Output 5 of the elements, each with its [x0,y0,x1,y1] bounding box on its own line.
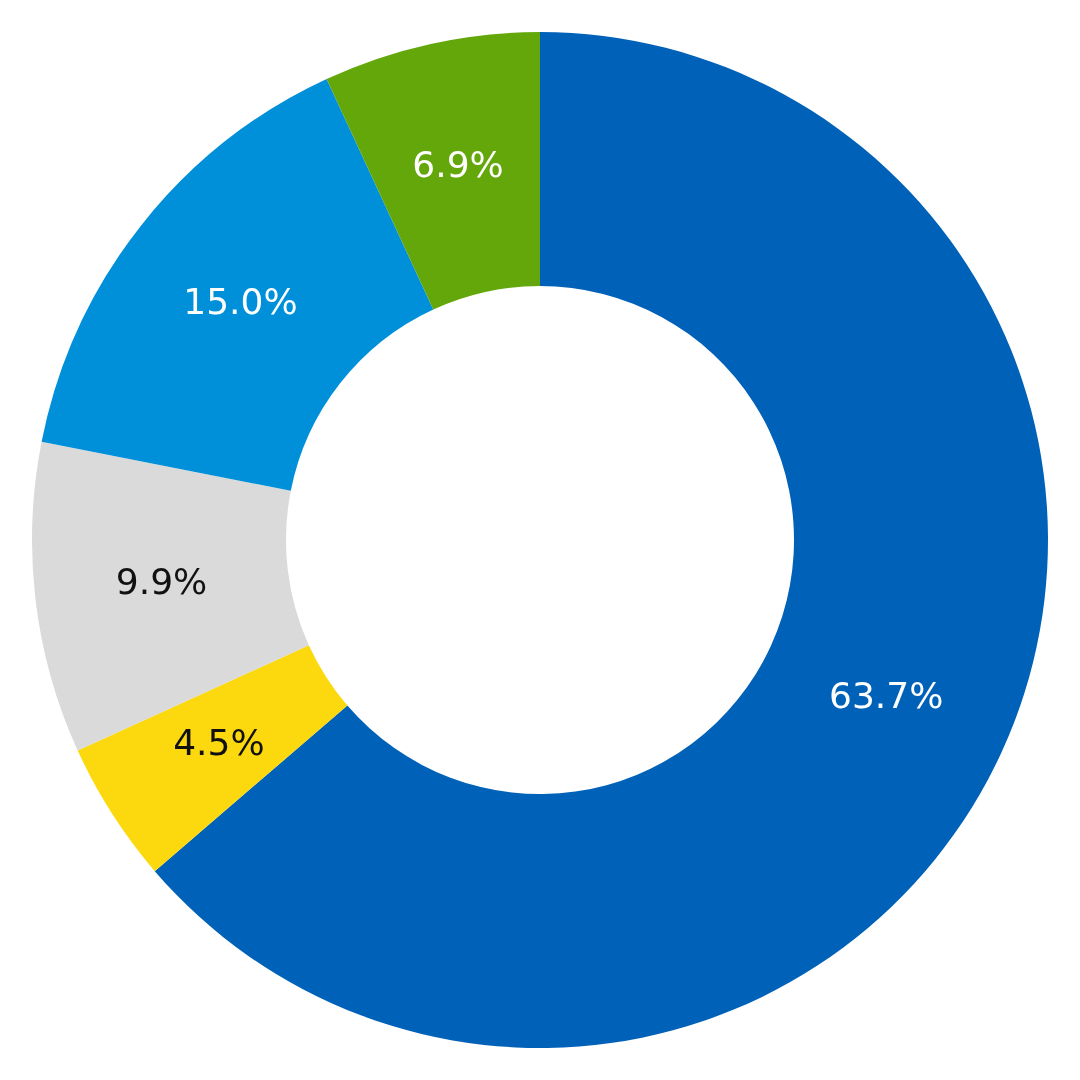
data-label: 63.7% [829,675,944,717]
data-label: 9.9% [115,560,208,602]
data-label: 6.9% [412,144,504,186]
data-label: 4.5% [173,721,265,763]
data-label: 15.0% [183,280,298,322]
